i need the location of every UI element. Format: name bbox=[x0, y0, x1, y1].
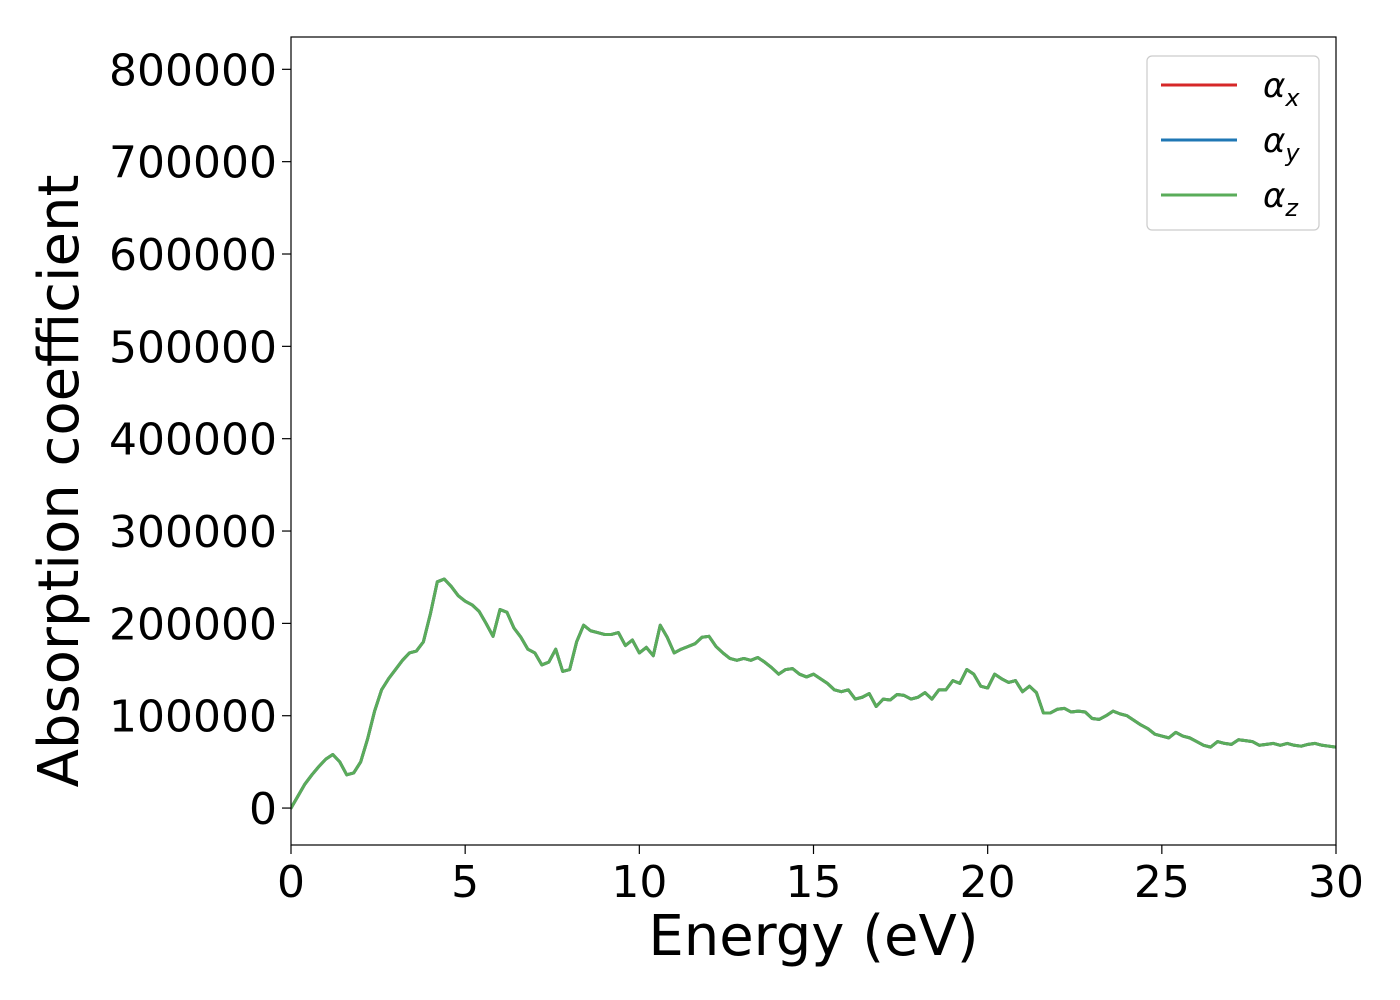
x-tick-label: 15 bbox=[786, 857, 842, 908]
legend-box bbox=[1146, 55, 1320, 231]
y-tick-label: 300000 bbox=[109, 507, 277, 558]
x-tick-label: 5 bbox=[451, 857, 479, 908]
legend-entry-y: αy bbox=[1263, 121, 1300, 167]
x-axis-ticks: 0 5 10 15 20 25 30 bbox=[277, 845, 1364, 908]
x-axis-label: Energy (eV) bbox=[648, 904, 978, 969]
y-tick-label: 400000 bbox=[109, 415, 277, 466]
series-line-z bbox=[291, 577, 1336, 810]
x-tick-label: 10 bbox=[611, 857, 667, 908]
series-lines bbox=[291, 577, 1336, 810]
y-tick-label: 800000 bbox=[109, 45, 277, 96]
y-axis-ticks: 0 100000 200000 300000 400000 500000 600000 700… bbox=[109, 45, 291, 835]
legend-entry-x: αx bbox=[1263, 66, 1300, 112]
x-tick-label: 20 bbox=[960, 857, 1016, 908]
x-tick-label: 25 bbox=[1134, 857, 1190, 908]
y-tick-label: 0 bbox=[249, 784, 277, 835]
y-tick-label: 700000 bbox=[109, 138, 277, 189]
legend-entry-z: αz bbox=[1263, 176, 1299, 222]
y-tick-label: 500000 bbox=[109, 322, 277, 373]
x-tick-label: 0 bbox=[277, 857, 305, 908]
x-tick-label: 30 bbox=[1308, 857, 1364, 908]
y-tick-label: 600000 bbox=[109, 230, 277, 281]
y-tick-label: 100000 bbox=[109, 692, 277, 743]
legend: αx αy αz bbox=[1146, 55, 1320, 231]
y-tick-label: 200000 bbox=[109, 599, 277, 650]
y-axis-label: Absorption coefficient bbox=[27, 175, 92, 788]
